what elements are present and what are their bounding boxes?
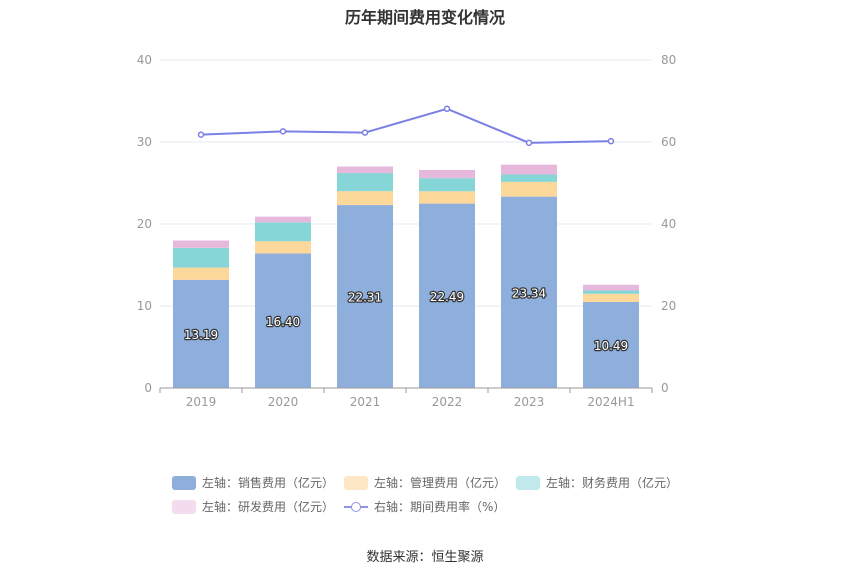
y-right-tick-label: 60 [661,135,676,149]
bar-value-label: 10.49 [594,339,628,353]
bar-segment [419,169,475,179]
bar-segment [173,240,229,248]
legend-label-sales: 左轴：销售费用（亿元） [202,476,335,490]
x-tick-label: 2020 [268,395,299,409]
y-right-tick-label: 80 [661,53,676,67]
bar-segment [501,196,557,388]
y-left-tick-label: 10 [137,299,152,313]
bar-segment [583,290,639,294]
legend-label-admin: 左轴：管理费用（亿元） [374,476,507,490]
bar-segment [255,253,311,388]
chart-title: 历年期间费用变化情况 [344,8,505,27]
expense-rate-point [525,139,533,147]
bar-segment [173,279,229,388]
bar-segment [337,166,393,174]
x-tick-label: 2019 [186,395,217,409]
expense-rate-point [279,128,287,135]
expense-rate-point [607,137,615,145]
expense-rate-point [197,131,205,138]
y-left-tick-label: 30 [137,135,152,149]
legend-swatch-expense-rate [344,500,368,514]
legend-swatch-rnd [172,499,196,514]
legend-item-expense-rate[interactable]: 右轴：期间费用率（%） [344,498,505,515]
bar-segment [255,222,311,242]
legend-swatch-admin [344,475,368,490]
y-left-tick-label: 20 [137,217,152,231]
legend-label-rnd: 左轴：研发费用（亿元） [202,500,335,514]
bar-segment [337,173,393,192]
legend-label-expense-rate: 右轴：期间费用率（%） [374,500,506,514]
bar-segment [501,164,557,175]
bar-segment [173,267,229,280]
bar-value-label: 22.31 [348,291,382,305]
bar-segment [419,178,475,192]
y-right-tick-label: 40 [661,217,676,231]
legend-label-finance: 左轴：财务费用（亿元） [546,476,679,490]
expense-rate-line [200,107,612,144]
bar-segment [419,191,475,204]
data-source: 数据来源：恒生聚源 [366,550,484,565]
y-right-tick-label: 20 [661,299,676,313]
bar-segment [419,203,475,388]
y-right-tick-label: 0 [661,381,669,395]
expense-rate-point [361,129,369,136]
bar-segment [255,216,311,223]
legend-item-sales[interactable]: 左轴：销售费用（亿元） [172,474,334,491]
x-tick-label: 2021 [350,395,381,409]
legend-item-rnd[interactable]: 左轴：研发费用（亿元） [172,498,334,515]
x-tick-label: 2022 [432,395,463,409]
bar-segment [583,293,639,302]
bar-value-label: 13.19 [184,328,218,342]
bar-value-label: 16.40 [266,315,300,329]
bar-segment [337,205,393,388]
bar-segment [255,241,311,254]
legend-swatch-sales [172,475,196,490]
expense-rate-point [443,105,451,113]
bar-segment [501,174,557,182]
legend-item-finance[interactable]: 左轴：财务费用（亿元） [516,474,678,491]
legend-item-admin[interactable]: 左轴：管理费用（亿元） [344,474,506,491]
bar-segment [583,284,639,291]
x-tick-label: 2023 [514,395,545,409]
bar-value-label: 22.49 [430,290,464,304]
x-tick-label: 2024H1 [587,395,634,409]
bar-segment [583,301,639,388]
bar-segment [173,247,229,268]
bar-segment [337,191,393,206]
y-left-tick-label: 0 [144,381,152,395]
y-left-tick-label: 40 [137,53,152,67]
legend-swatch-finance [516,475,540,490]
bar-value-label: 23.34 [512,286,546,300]
bar-segment [501,181,557,197]
